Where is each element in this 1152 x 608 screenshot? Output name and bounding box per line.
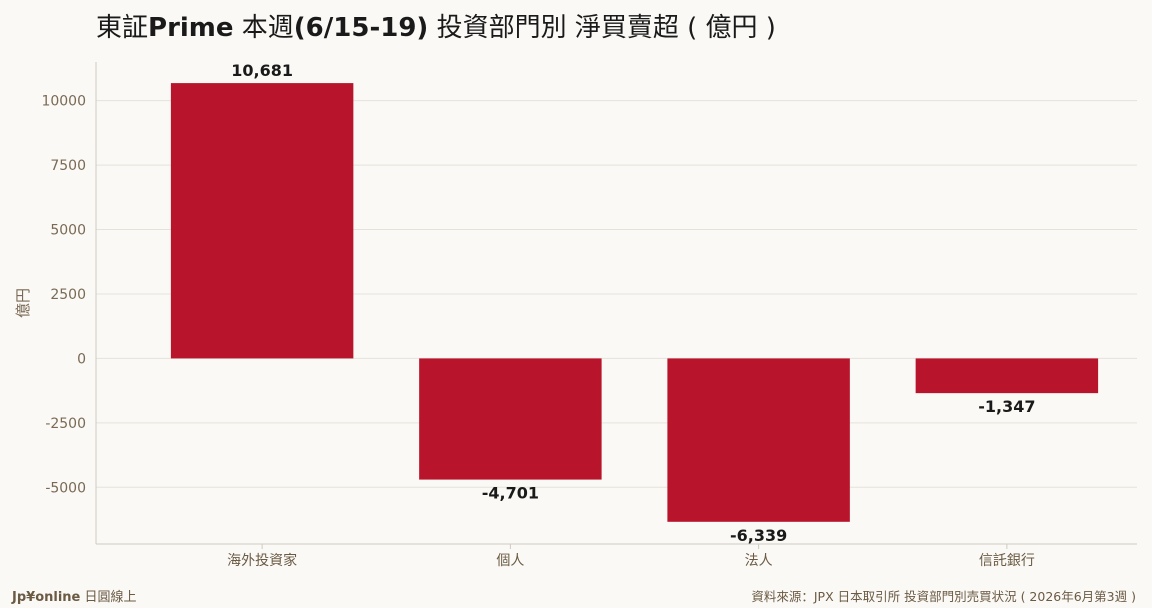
y-tick-label: 0 xyxy=(77,351,86,367)
chart-title: 東証Prime 本週(6/15-19) 投資部門別 淨買賣超 ( 億円 ) xyxy=(96,8,776,48)
y-tick-label: 10000 xyxy=(41,94,86,110)
y-tick-label: -2500 xyxy=(45,416,86,432)
title-part-exchange: 東証 xyxy=(96,13,149,43)
title-part-dates: (6/15-19) xyxy=(293,13,429,43)
data-label: -1,347 xyxy=(978,397,1035,416)
title-part-subject: 投資部門別 淨買賣超 ( 億円 ) xyxy=(428,13,776,43)
footer-source: 資料來源：JPX 日本取引所 投資部門別売買状況 ( 2026年6月第3週 ) xyxy=(751,589,1136,604)
bar xyxy=(915,358,1099,394)
y-tick-label: -5000 xyxy=(45,480,86,496)
brand-name: Jp¥online xyxy=(12,590,81,605)
title-part-week: 本週 xyxy=(233,13,294,43)
data-label: -4,701 xyxy=(482,484,539,503)
y-tick-label: 5000 xyxy=(50,223,86,239)
title-part-market: Prime xyxy=(148,13,234,43)
x-tick-label: 信託銀行 xyxy=(979,553,1035,569)
x-tick-label: 海外投資家 xyxy=(227,552,297,569)
bar xyxy=(667,358,850,522)
bar xyxy=(170,83,354,359)
footer-brand: Jp¥online 日圓線上 xyxy=(12,586,137,605)
data-label: 10,681 xyxy=(231,61,293,80)
y-axis-label: 億円 xyxy=(14,288,32,318)
x-tick-label: 法人 xyxy=(745,553,773,569)
brand-subtitle: 日圓線上 xyxy=(80,590,137,605)
bar xyxy=(419,358,602,480)
y-tick-label: 7500 xyxy=(50,158,86,174)
y-tick-label: 2500 xyxy=(50,287,86,303)
data-label: -6,339 xyxy=(730,526,787,545)
x-tick-label: 個人 xyxy=(496,553,524,569)
